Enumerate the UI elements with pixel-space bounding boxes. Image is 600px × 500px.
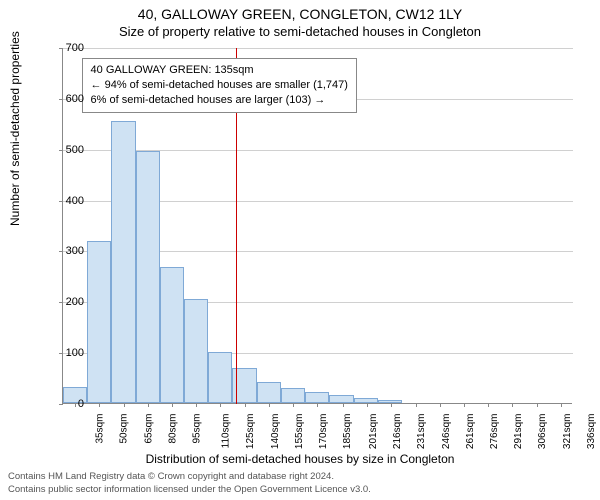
x-tick-label: 65sqm	[143, 414, 154, 444]
x-tick	[99, 403, 100, 407]
x-tick-label: 216sqm	[392, 414, 403, 450]
x-tick	[391, 403, 392, 407]
y-tick-label: 0	[54, 398, 84, 410]
gridline	[63, 48, 573, 49]
x-tick	[488, 403, 489, 407]
x-tick	[245, 403, 246, 407]
x-tick	[317, 403, 318, 407]
footer-attribution: Contains HM Land Registry data © Crown c…	[8, 471, 371, 496]
x-tick-label: 95sqm	[191, 414, 202, 444]
x-tick	[416, 403, 417, 407]
histogram-bar	[257, 382, 281, 403]
histogram-bar	[354, 398, 378, 403]
x-tick	[172, 403, 173, 407]
x-tick	[561, 403, 562, 407]
x-tick	[464, 403, 465, 407]
x-tick-label: 321sqm	[562, 414, 573, 450]
x-tick-label: 185sqm	[342, 414, 353, 450]
annotation-line: ← 94% of semi-detached houses are smalle…	[91, 78, 348, 93]
x-tick-label: 35sqm	[95, 414, 106, 444]
chart-area: 40 GALLOWAY GREEN: 135sqm← 94% of semi-d…	[62, 48, 572, 404]
x-axis-label: Distribution of semi-detached houses by …	[0, 452, 600, 466]
x-tick	[537, 403, 538, 407]
histogram-bar	[111, 121, 135, 403]
x-tick-label: 110sqm	[220, 414, 231, 449]
chart-container: 40, GALLOWAY GREEN, CONGLETON, CW12 1LY …	[0, 0, 600, 500]
x-tick-label: 246sqm	[441, 414, 452, 450]
y-tick-label: 200	[54, 296, 84, 308]
x-tick-label: 261sqm	[465, 414, 476, 450]
x-tick-label: 201sqm	[368, 414, 379, 450]
y-tick-label: 500	[54, 144, 84, 156]
footer-line-1: Contains HM Land Registry data © Crown c…	[8, 471, 371, 483]
x-tick	[148, 403, 149, 407]
x-tick	[512, 403, 513, 407]
annotation-box: 40 GALLOWAY GREEN: 135sqm← 94% of semi-d…	[82, 58, 357, 113]
histogram-bar	[378, 400, 402, 403]
x-tick	[343, 403, 344, 407]
x-tick-label: 231sqm	[417, 414, 428, 450]
annotation-line: 6% of semi-detached houses are larger (1…	[91, 93, 348, 108]
y-tick-label: 100	[54, 347, 84, 359]
x-tick-label: 336sqm	[586, 414, 597, 450]
x-tick	[196, 403, 197, 407]
y-tick-label: 300	[54, 245, 84, 257]
histogram-bar	[208, 352, 232, 403]
x-tick-label: 155sqm	[294, 414, 305, 450]
x-tick-label: 291sqm	[513, 414, 524, 450]
x-tick-label: 50sqm	[119, 414, 130, 444]
plot-region: 40 GALLOWAY GREEN: 135sqm← 94% of semi-d…	[62, 48, 572, 404]
histogram-bar	[87, 241, 111, 403]
x-tick-label: 125sqm	[245, 414, 256, 450]
y-axis-label: Number of semi-detached properties	[8, 31, 22, 226]
x-tick-label: 80sqm	[167, 414, 178, 444]
x-tick	[220, 403, 221, 407]
y-tick-label: 400	[54, 195, 84, 207]
x-tick	[269, 403, 270, 407]
x-tick	[293, 403, 294, 407]
y-tick-label: 600	[54, 93, 84, 105]
x-tick	[124, 403, 125, 407]
annotation-line: 40 GALLOWAY GREEN: 135sqm	[91, 63, 348, 78]
x-tick-label: 170sqm	[318, 414, 329, 450]
histogram-bar	[184, 299, 208, 403]
chart-title: 40, GALLOWAY GREEN, CONGLETON, CW12 1LY	[0, 0, 600, 22]
y-tick-label: 700	[54, 42, 84, 54]
chart-subtitle: Size of property relative to semi-detach…	[0, 22, 600, 39]
histogram-bar	[281, 388, 305, 403]
x-tick-label: 140sqm	[270, 414, 281, 450]
footer-line-2: Contains public sector information licen…	[8, 484, 371, 496]
x-tick	[367, 403, 368, 407]
x-tick-label: 276sqm	[489, 414, 500, 450]
histogram-bar	[329, 395, 353, 403]
histogram-bar	[136, 151, 160, 403]
histogram-bar	[160, 267, 184, 403]
histogram-bar	[305, 392, 329, 403]
x-tick-label: 306sqm	[538, 414, 549, 450]
x-tick	[440, 403, 441, 407]
